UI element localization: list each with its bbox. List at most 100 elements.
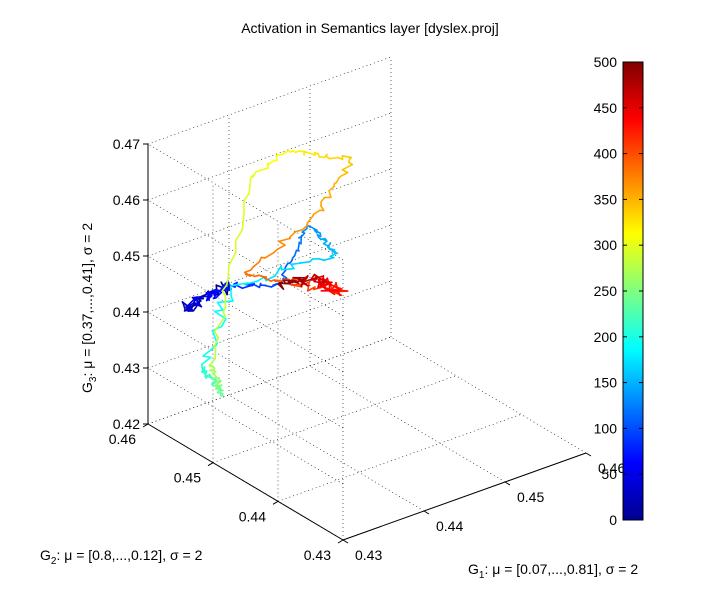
trajectory-segment — [253, 283, 261, 289]
trajectory-segment — [267, 159, 275, 166]
trajectory-segment — [221, 284, 228, 292]
trajectory-segment — [264, 284, 273, 288]
trajectory-segment — [200, 356, 212, 366]
z-tick-label-0: 0.42 — [113, 416, 140, 432]
y-tick-mark-1 — [272, 500, 279, 505]
trajectory-segment — [341, 169, 349, 174]
trajectory-segment — [335, 177, 340, 184]
trajectory-segment — [221, 290, 227, 297]
trajectory-segment — [317, 257, 325, 261]
trajectory-segment — [219, 315, 226, 325]
trajectory-series — [181, 149, 354, 397]
trajectory-segment — [276, 153, 284, 156]
trajectory-segment — [281, 149, 290, 156]
back-grid-z-0 — [147, 336, 392, 425]
x-tick-label-2: 0.45 — [517, 489, 544, 505]
trajectory-segment — [267, 275, 276, 280]
back-grid-z-3 — [147, 168, 392, 257]
colorbar-tick-label-6: 300 — [594, 237, 618, 253]
trajectory-segment — [244, 273, 253, 277]
trajectory-segment — [294, 228, 304, 233]
trajectory-segment — [328, 189, 332, 199]
trajectory-segment — [274, 265, 283, 277]
trajectory-segment — [336, 290, 341, 297]
trajectory-segment — [255, 168, 266, 173]
side-grid-z-4 — [147, 199, 344, 317]
y-axis-label: G2: μ = [0.8,...,0.12], σ = 2 — [40, 547, 203, 567]
trajectory-segment — [192, 302, 203, 308]
trajectory-segment — [278, 237, 291, 243]
y-tick-label-3: 0.46 — [109, 431, 136, 447]
trajectory-segment — [241, 212, 245, 231]
back-grid-z-5 — [147, 56, 392, 145]
trajectory-segment — [182, 304, 186, 311]
trajectory-segment — [222, 310, 226, 318]
trajectory-segment — [234, 282, 249, 286]
trajectory-segment — [299, 260, 311, 264]
trajectory-segment — [220, 317, 227, 328]
colorbar-tick-label-10: 500 — [594, 54, 618, 70]
colorbar-tick-label-3: 150 — [594, 375, 618, 391]
trajectory-segment — [222, 306, 227, 313]
trajectory-segment — [272, 248, 279, 254]
trajectory-segment — [256, 276, 265, 283]
trajectory-segment — [301, 227, 308, 233]
colorbar-tick-label-5: 250 — [594, 283, 618, 299]
side-grid-z-1 — [147, 367, 344, 485]
y-tick-label-2: 0.45 — [174, 470, 201, 486]
x-tick-label-3: 0.46 — [598, 460, 625, 476]
trajectory-segment — [208, 375, 215, 381]
trajectory-segment — [280, 267, 295, 271]
z-tick-label-5: 0.47 — [113, 136, 140, 152]
colorbar-tick-label-0: 0 — [609, 512, 617, 528]
trajectory-segment — [320, 289, 331, 292]
trajectory-segment — [276, 244, 286, 251]
trajectory-segment — [208, 357, 216, 367]
floor-grid-y-2 — [212, 375, 457, 463]
colorbar: 0 50 100 150 200 250 300 350 400 450 500 — [594, 54, 644, 528]
trajectory-segment — [313, 280, 325, 285]
back-grid-z-1 — [147, 280, 392, 369]
trajectory-segment — [320, 275, 325, 288]
trajectory-segment — [248, 177, 252, 195]
colorbar-tick-label-2: 100 — [594, 420, 618, 436]
colorbar-tick-label-1: 50 — [601, 466, 617, 482]
z-tick-label-1: 0.43 — [113, 360, 140, 376]
colorbar-ticks: 0 50 100 150 200 250 300 350 400 450 500 — [594, 54, 643, 528]
trajectory-segment — [205, 373, 211, 379]
colorbar-tick-label-9: 450 — [594, 100, 618, 116]
x-tick-label-0: 0.43 — [355, 547, 382, 563]
trajectory-segment — [251, 170, 257, 179]
trajectory-segment — [323, 256, 335, 261]
trajectory-segment — [297, 241, 301, 252]
trajectory-segment — [213, 323, 221, 332]
x-tick-mark-2 — [504, 481, 511, 486]
x-tick-label-1: 0.44 — [436, 518, 463, 534]
y-tick-mark-0 — [337, 539, 344, 544]
trajectory-segment — [339, 171, 349, 178]
trajectory-segment — [213, 309, 224, 313]
floor-grid-x-3 — [390, 336, 587, 454]
trajectory-segment — [228, 251, 237, 267]
z-axis-label: G3: μ = [0.37,...,0.41], σ = 2 — [79, 223, 99, 393]
trajectory-segment — [278, 240, 286, 246]
trajectory-segment — [301, 276, 320, 284]
trajectory-segment — [202, 355, 212, 359]
trajectory-segment — [252, 261, 261, 268]
trajectory-segment — [341, 163, 354, 171]
chart-title: Activation in Semantics layer [dyslex.pr… — [241, 20, 499, 36]
x-axis-line — [342, 452, 587, 541]
floor-grid-x-2 — [309, 365, 506, 483]
x-axis-label: G1: μ = [0.07,...,0.81], σ = 2 — [468, 561, 638, 581]
axis-ticks: 0.430.440.450.460.430.440.450.460.420.43… — [109, 136, 626, 563]
trajectory-segment — [227, 264, 230, 279]
trajectory-segment — [229, 285, 233, 298]
trajectory-segment — [264, 252, 275, 259]
trajectory-segment — [304, 150, 317, 156]
trajectory-segment — [313, 229, 322, 235]
z-tick-label-2: 0.44 — [113, 304, 140, 320]
trajectory-segment — [216, 301, 224, 311]
colorbar-tick-label-4: 200 — [594, 329, 618, 345]
trajectory-segment — [215, 381, 221, 387]
trajectory-segment — [326, 242, 332, 248]
